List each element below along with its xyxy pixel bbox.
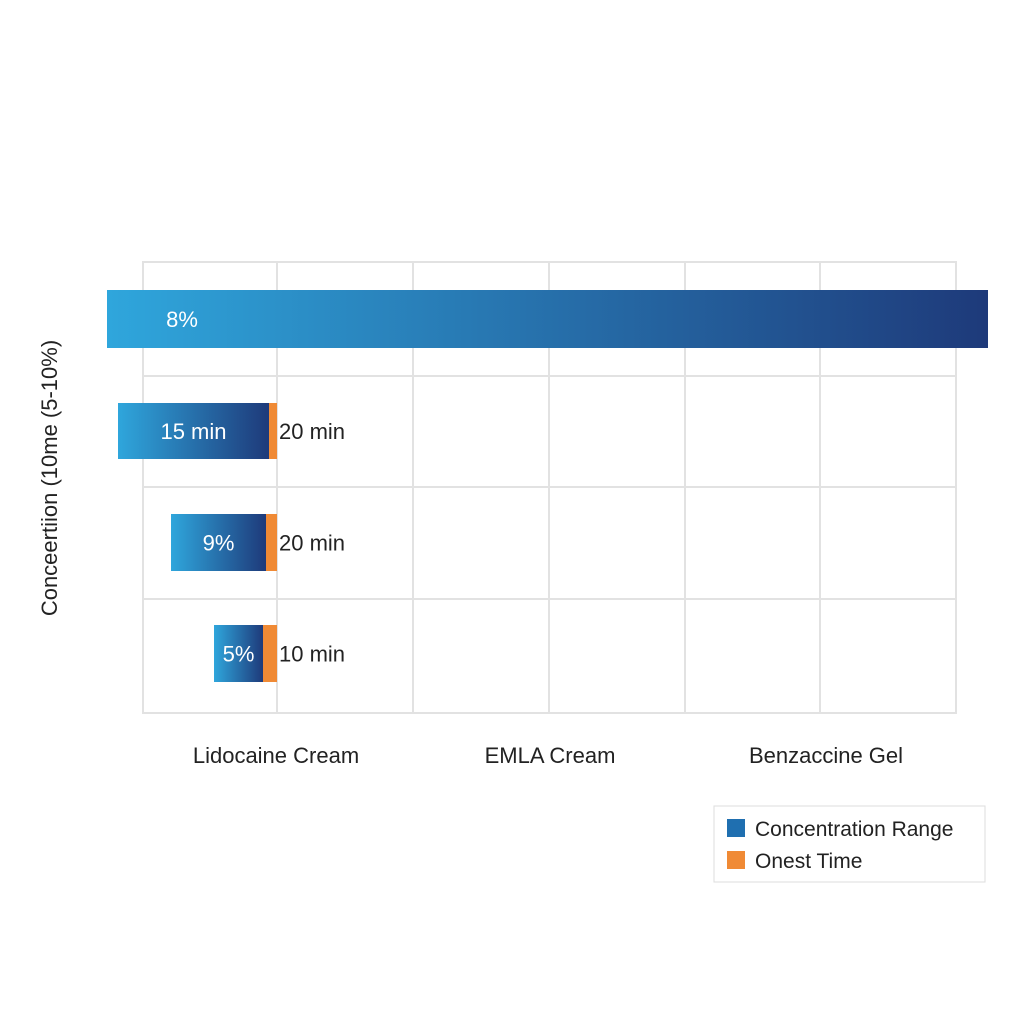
bar-label: 8% (166, 307, 198, 332)
legend-label: Onest Time (755, 850, 862, 873)
concentration-bar (107, 290, 988, 348)
bar-label: 9% (203, 531, 235, 556)
y-axis-label: Conceertiion (10me (5-10%) (37, 340, 62, 616)
legend-label: Concentration Range (755, 818, 953, 841)
concentration-bar (214, 625, 263, 682)
onset-label: 20 min (279, 531, 345, 556)
onset-bar (269, 403, 277, 459)
x-tick-label: EMLA Cream (485, 743, 616, 768)
x-tick-label: Benzaccine Gel (749, 743, 903, 768)
bar-label: 5% (223, 642, 255, 667)
legend-swatch-onset (727, 851, 745, 869)
bar-label: 15 min (160, 419, 226, 444)
onset-bar (263, 625, 277, 682)
bars: 8% 15 min 20 min 9% 20 min 5% 10 min (107, 290, 988, 682)
concentration-bar (171, 514, 266, 571)
onset-label: 20 min (279, 419, 345, 444)
legend-swatch-concentration (727, 819, 745, 837)
onset-bar (266, 514, 277, 571)
x-tick-label: Lidocaine Cream (193, 743, 359, 768)
concentration-bar (118, 403, 269, 459)
onset-label: 10 min (279, 642, 345, 667)
legend: Concentration Range Onest Time (713, 805, 986, 883)
